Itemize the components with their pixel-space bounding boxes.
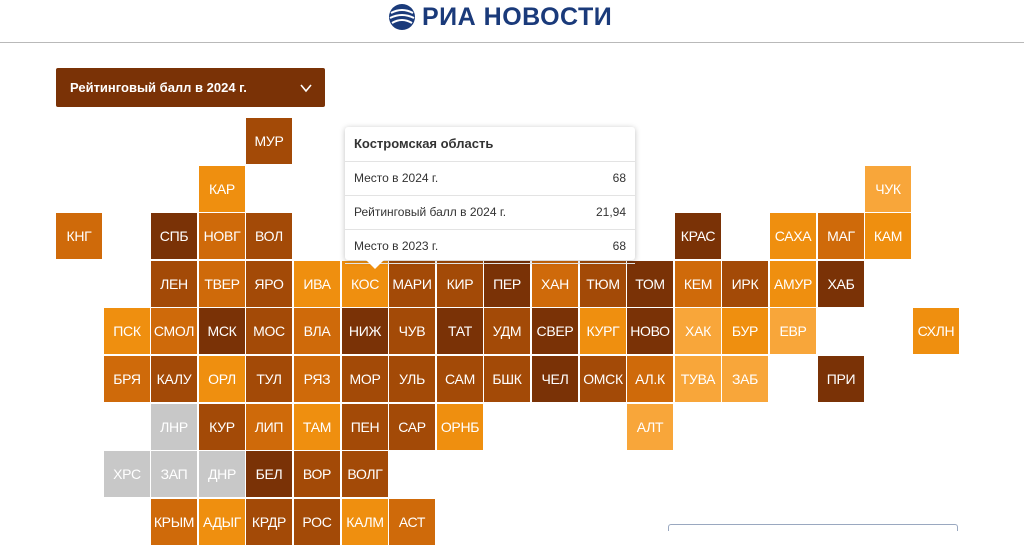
region-tile[interactable]: КРЫМ xyxy=(151,499,197,545)
region-tile[interactable]: ЧЕЛ xyxy=(532,356,578,402)
region-tile[interactable]: ТАТ xyxy=(437,308,483,354)
region-tile[interactable]: ПРИ xyxy=(818,356,864,402)
horizontal-scrollbar[interactable] xyxy=(668,524,958,531)
region-tile[interactable]: РЯЗ xyxy=(294,356,340,402)
region-tile[interactable]: АЛ.К xyxy=(627,356,673,402)
region-tile[interactable]: НОВГ xyxy=(199,213,245,259)
tooltip-pointer xyxy=(365,259,385,269)
region-tile[interactable]: ЗАБ xyxy=(722,356,768,402)
region-tile[interactable]: МУР xyxy=(246,118,292,164)
region-tile[interactable]: СВЕР xyxy=(532,308,578,354)
region-tile[interactable]: ТУЛ xyxy=(246,356,292,402)
metric-select-label: Рейтинговый балл в 2024 г. xyxy=(70,80,247,95)
region-tile[interactable]: АЛТ xyxy=(627,404,673,450)
site-header: РИА НОВОСТИ xyxy=(0,0,1024,43)
region-tile[interactable]: ЛИП xyxy=(246,404,292,450)
tooltip-row-value: 68 xyxy=(612,171,626,185)
region-tile[interactable]: ТУВА xyxy=(675,356,721,402)
region-tile[interactable]: САМ xyxy=(437,356,483,402)
region-tile[interactable]: ТАМ xyxy=(294,404,340,450)
region-tile[interactable]: МАРИ xyxy=(389,261,435,307)
region-tile[interactable]: МАГ xyxy=(818,213,864,259)
tooltip-row: Место в 2024 г. 68 xyxy=(345,162,635,196)
region-tile[interactable]: БЕЛ xyxy=(246,451,292,497)
region-tile[interactable]: ХАК xyxy=(675,308,721,354)
tooltip-row: Место в 2023 г. 68 xyxy=(345,230,635,264)
globe-logo-icon xyxy=(389,4,415,30)
region-tile[interactable]: ВОЛГ xyxy=(342,451,388,497)
region-tile[interactable]: НИЖ xyxy=(342,308,388,354)
region-tile[interactable]: ИРК xyxy=(722,261,768,307)
region-tile[interactable]: КАР xyxy=(199,166,245,212)
region-tile[interactable]: ОРНБ xyxy=(437,404,483,450)
region-tile[interactable]: МОР xyxy=(342,356,388,402)
region-tile[interactable]: КАЛМ xyxy=(342,499,388,545)
region-tile[interactable]: ВОЛ xyxy=(246,213,292,259)
region-tile[interactable]: ДНР xyxy=(199,451,245,497)
region-tile[interactable]: ХРС xyxy=(104,451,150,497)
region-tile[interactable]: ПЕН xyxy=(342,404,388,450)
region-tile[interactable]: КАЛУ xyxy=(151,356,197,402)
region-tile[interactable]: ЛНР xyxy=(151,404,197,450)
region-tooltip: Костромская область Место в 2024 г. 68 Р… xyxy=(345,127,635,269)
region-tile[interactable]: ЗАП xyxy=(151,451,197,497)
region-tile[interactable]: ОРЛ xyxy=(199,356,245,402)
tooltip-row-label: Место в 2024 г. xyxy=(354,171,439,185)
tooltip-row-value: 21,94 xyxy=(595,205,626,219)
region-tile[interactable]: УЛЬ xyxy=(389,356,435,402)
region-tile[interactable]: АСТ xyxy=(389,499,435,545)
region-tile[interactable]: БРЯ xyxy=(104,356,150,402)
region-tile[interactable]: СМОЛ xyxy=(151,308,197,354)
region-tile[interactable]: БУР xyxy=(722,308,768,354)
region-tile[interactable]: НОВО xyxy=(627,308,673,354)
region-tile[interactable]: ТОМ xyxy=(627,261,673,307)
region-tile[interactable]: АМУР xyxy=(770,261,816,307)
tooltip-row-label: Рейтинговый балл в 2024 г. xyxy=(354,205,507,219)
region-tile[interactable]: КРАС xyxy=(675,213,721,259)
region-tile[interactable]: СПБ xyxy=(151,213,197,259)
region-tile[interactable]: МСК xyxy=(199,308,245,354)
region-tile[interactable]: ПСК xyxy=(104,308,150,354)
region-tile[interactable]: ТВЕР xyxy=(199,261,245,307)
region-tile[interactable]: КАМ xyxy=(865,213,911,259)
region-tile[interactable]: САР xyxy=(389,404,435,450)
region-tile[interactable]: КЕМ xyxy=(675,261,721,307)
region-tile[interactable]: ВОР xyxy=(294,451,340,497)
metric-select[interactable]: Рейтинговый балл в 2024 г. xyxy=(56,68,325,107)
tooltip-row: Рейтинговый балл в 2024 г. 21,94 xyxy=(345,196,635,230)
tooltip-row-label: Место в 2023 г. xyxy=(354,239,439,253)
chevron-down-icon xyxy=(300,83,312,92)
region-tile[interactable]: КИР xyxy=(437,261,483,307)
region-tile[interactable]: ТЮМ xyxy=(580,261,626,307)
region-tile[interactable]: ЛЕН xyxy=(151,261,197,307)
region-tile[interactable]: ПЕР xyxy=(484,261,530,307)
region-tile[interactable]: СХЛН xyxy=(913,308,959,354)
region-tile[interactable]: ХАН xyxy=(532,261,578,307)
region-tile[interactable]: ЧУВ xyxy=(389,308,435,354)
region-tile[interactable]: РОС xyxy=(294,499,340,545)
region-tile[interactable]: КУР xyxy=(199,404,245,450)
region-tile[interactable]: ВЛА xyxy=(294,308,340,354)
ria-logo[interactable]: РИА НОВОСТИ xyxy=(388,2,612,32)
region-tile[interactable]: ЕВР xyxy=(770,308,816,354)
region-tile[interactable]: ОМСК xyxy=(580,356,626,402)
region-tile[interactable]: КНГ xyxy=(56,213,102,259)
region-tile[interactable]: МОС xyxy=(246,308,292,354)
region-tile[interactable]: БШК xyxy=(484,356,530,402)
region-tile[interactable]: ИВА xyxy=(294,261,340,307)
region-tile[interactable]: ЧУК xyxy=(865,166,911,212)
tooltip-title: Костромская область xyxy=(345,127,635,162)
region-tile[interactable]: ХАБ xyxy=(818,261,864,307)
region-tile[interactable]: КУРГ xyxy=(580,308,626,354)
region-tile[interactable]: УДМ xyxy=(484,308,530,354)
tooltip-row-value: 68 xyxy=(612,239,626,253)
logo-text: РИА НОВОСТИ xyxy=(422,2,613,31)
region-tile[interactable]: АДЫГ xyxy=(199,499,245,545)
region-tile[interactable]: КРДР xyxy=(246,499,292,545)
region-tile[interactable]: ЯРО xyxy=(246,261,292,307)
region-tile[interactable]: САХА xyxy=(770,213,816,259)
